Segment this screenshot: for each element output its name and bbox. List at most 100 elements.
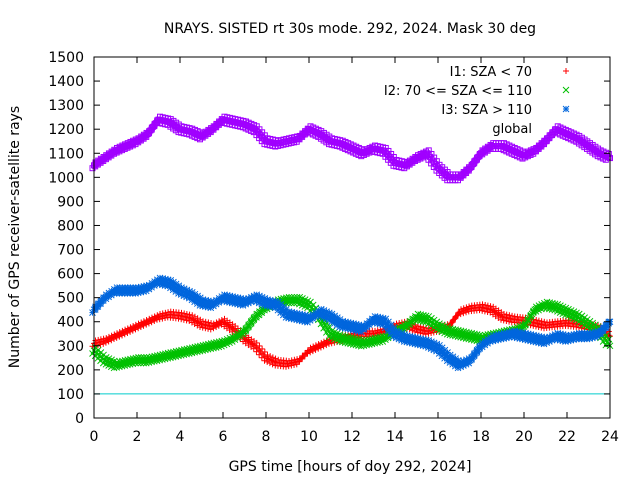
- series-layer: [89, 113, 614, 395]
- series-1-point: [452, 315, 459, 322]
- series-1-point: [301, 353, 308, 360]
- series-1-point: [215, 322, 222, 329]
- x-tick-label: 12: [343, 429, 361, 445]
- series-1-point: [449, 319, 456, 326]
- series-1-point: [317, 344, 324, 351]
- x-tick-label: 22: [558, 429, 576, 445]
- series-1: [89, 301, 613, 370]
- series-1-point: [180, 316, 187, 323]
- series-1-point: [116, 333, 123, 340]
- series-1-point: [573, 324, 580, 331]
- series-1-point: [135, 325, 142, 332]
- series-1-point: [175, 315, 182, 322]
- x-tick-label: 2: [133, 429, 142, 445]
- x-tick-label: 16: [429, 429, 447, 445]
- series-1-point: [197, 324, 203, 331]
- y-tick-label: 0: [75, 411, 84, 427]
- series-1-point: [481, 308, 488, 315]
- y-tick-label: 1400: [48, 74, 84, 90]
- series-1-point: [199, 324, 206, 331]
- legend-marker: [562, 105, 570, 113]
- series-1-point: [127, 328, 134, 335]
- series-1-point: [506, 318, 513, 325]
- series-1-point: [323, 342, 330, 349]
- series-1-point: [535, 324, 542, 331]
- x-tick-label: 18: [472, 429, 490, 445]
- series-1-point: [500, 317, 507, 324]
- series-1-point: [121, 331, 128, 338]
- series-1-point: [326, 340, 332, 347]
- series-1-point: [132, 326, 139, 333]
- series-1-point: [143, 321, 150, 328]
- legend-label: I1: SZA < 70: [450, 65, 532, 80]
- series-1-point: [307, 349, 314, 356]
- series-1-point: [304, 350, 311, 357]
- series-1-point: [124, 330, 131, 337]
- series-2-point: [245, 323, 252, 331]
- series-1-point: [148, 319, 155, 326]
- series-1-point: [484, 308, 491, 315]
- series-1-point: [145, 320, 152, 327]
- series-1-point: [455, 311, 461, 318]
- y-tick-label: 800: [57, 218, 84, 234]
- series-1-point: [111, 336, 117, 343]
- series-1-point: [105, 338, 112, 345]
- y-tick-label: 500: [57, 291, 84, 307]
- y-tick-label: 600: [57, 267, 84, 283]
- series-1-point: [205, 325, 212, 332]
- x-tick-label: 6: [219, 429, 228, 445]
- series-1-point: [207, 326, 214, 333]
- series-1-point: [178, 316, 185, 323]
- series-2-point: [325, 323, 333, 331]
- series-1-point: [202, 325, 209, 332]
- series-1-point: [213, 324, 220, 331]
- series-2-point: [239, 330, 247, 338]
- series-1-point: [315, 345, 322, 352]
- series-1-point: [532, 323, 539, 330]
- series-1-point: [156, 316, 163, 323]
- y-tick-label: 200: [57, 363, 84, 379]
- x-tick-label: 0: [90, 429, 99, 445]
- legend-label: I3: SZA > 110: [441, 103, 532, 118]
- series-1-point: [210, 325, 217, 332]
- series-1-point: [137, 324, 144, 331]
- series-1-point: [463, 309, 470, 316]
- series-1-point: [183, 317, 190, 324]
- series-1-point: [457, 311, 464, 318]
- x-axis-label: GPS time [hours of doy 292, 2024]: [229, 459, 472, 475]
- legend-label: I2: 70 <= SZA <= 110: [384, 84, 532, 99]
- series-1-point: [159, 315, 166, 322]
- series-1-point: [309, 348, 316, 355]
- series-1-point: [291, 361, 298, 368]
- series-1-point: [288, 362, 295, 369]
- series-1-point: [97, 341, 104, 348]
- series-1-point: [503, 318, 510, 325]
- y-tick-label: 700: [57, 243, 84, 259]
- x-tick-label: 4: [176, 429, 185, 445]
- legend-label: global: [492, 122, 532, 137]
- y-tick-label: 900: [57, 194, 84, 210]
- series-1-point: [425, 330, 432, 337]
- y-tick-label: 400: [57, 315, 84, 331]
- y-tick-label: 300: [57, 339, 84, 355]
- chart-title: NRAYS. SISTED rt 30s mode. 292, 2024. Ma…: [164, 21, 536, 37]
- series-1-point: [498, 316, 504, 323]
- series-1-point: [140, 322, 147, 329]
- series-1-point: [538, 324, 545, 331]
- x-tick-label: 8: [262, 429, 271, 445]
- y-tick-label: 100: [57, 387, 84, 403]
- series-1-point: [100, 340, 107, 347]
- x-tick-label: 10: [300, 429, 318, 445]
- series-1-point: [129, 327, 136, 334]
- series-1-point: [312, 346, 319, 353]
- y-axis-label: Number of GPS receiver-satellite rays: [7, 106, 23, 368]
- series-1-point: [428, 330, 435, 337]
- series-1-point: [320, 343, 327, 350]
- series-1-point: [108, 337, 115, 344]
- series-1-point: [476, 307, 483, 314]
- x-tick-label: 20: [515, 429, 533, 445]
- series-1-point: [151, 318, 158, 325]
- series-2-point: [242, 327, 250, 334]
- series-2-point: [247, 320, 255, 327]
